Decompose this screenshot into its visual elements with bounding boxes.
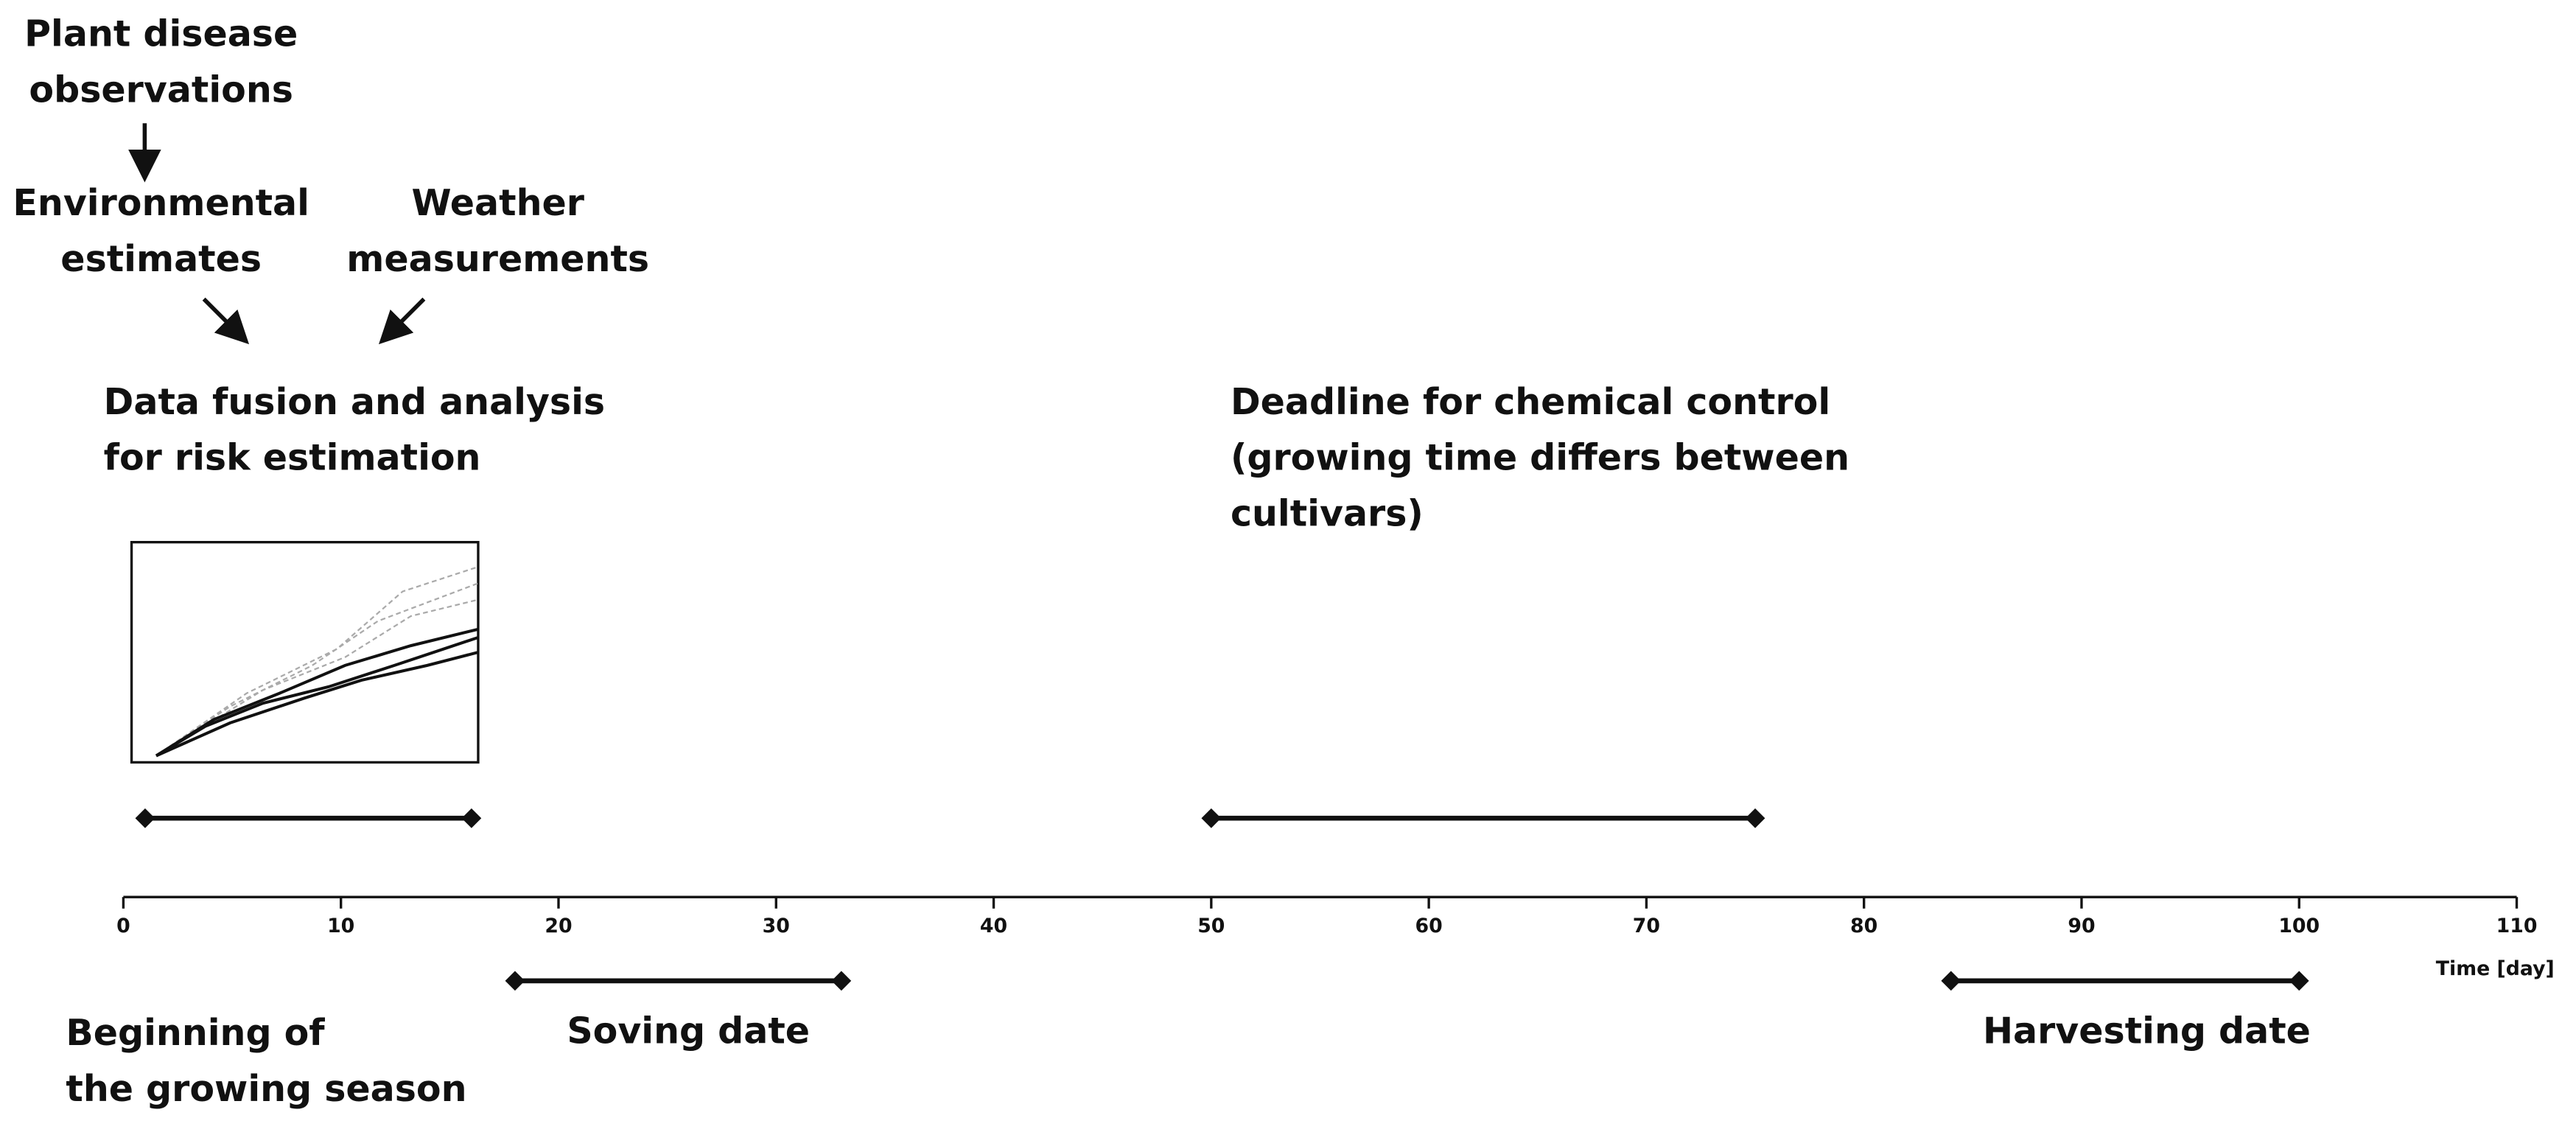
interval-endpoint — [2289, 971, 2309, 991]
axis-label: Time [day] — [2436, 957, 2555, 980]
note-text: measurements — [346, 237, 649, 280]
tick-label: 40 — [980, 915, 1007, 937]
tick-label: 60 — [1415, 915, 1442, 937]
note-text: the growing season — [66, 1067, 466, 1110]
tick-label: 70 — [1633, 915, 1660, 937]
tick-label: 110 — [2496, 915, 2538, 937]
note-text: estimates — [60, 237, 262, 280]
interval-endpoint — [1941, 971, 1961, 991]
tick-label: 0 — [116, 915, 130, 937]
tick-label: 30 — [763, 915, 790, 937]
note-text: cultivars) — [1231, 492, 1424, 535]
note-text: for risk estimation — [104, 436, 481, 479]
tick-label: 90 — [2068, 915, 2095, 937]
tick-label: 80 — [1850, 915, 1877, 937]
note-text: Weather — [411, 181, 584, 224]
note-text: Deadline for chemical control — [1231, 380, 1830, 423]
tick-label: 10 — [327, 915, 354, 937]
note-text: observations — [29, 68, 293, 111]
interval-endpoint — [1745, 808, 1765, 828]
note-text: Soving date — [567, 1010, 810, 1052]
note-text: Harvesting date — [1983, 1010, 2311, 1052]
note-text: (growing time differs between — [1231, 436, 1849, 479]
interval-endpoint — [135, 808, 155, 828]
interval-endpoint — [461, 808, 482, 828]
tick-label: 50 — [1197, 915, 1225, 937]
tick-label: 20 — [545, 915, 572, 937]
note-text: Beginning of — [66, 1011, 325, 1054]
tick-label: 100 — [2278, 915, 2320, 937]
interval-endpoint — [505, 971, 525, 991]
note-text: Data fusion and analysis — [104, 380, 605, 423]
inset-plot — [130, 541, 480, 764]
note-text: Environmental — [13, 181, 309, 224]
note-text: Plant disease — [24, 13, 298, 55]
interval-endpoint — [1201, 808, 1222, 828]
arrow — [202, 297, 250, 345]
interval-endpoint — [831, 971, 852, 991]
arrow — [378, 297, 426, 345]
